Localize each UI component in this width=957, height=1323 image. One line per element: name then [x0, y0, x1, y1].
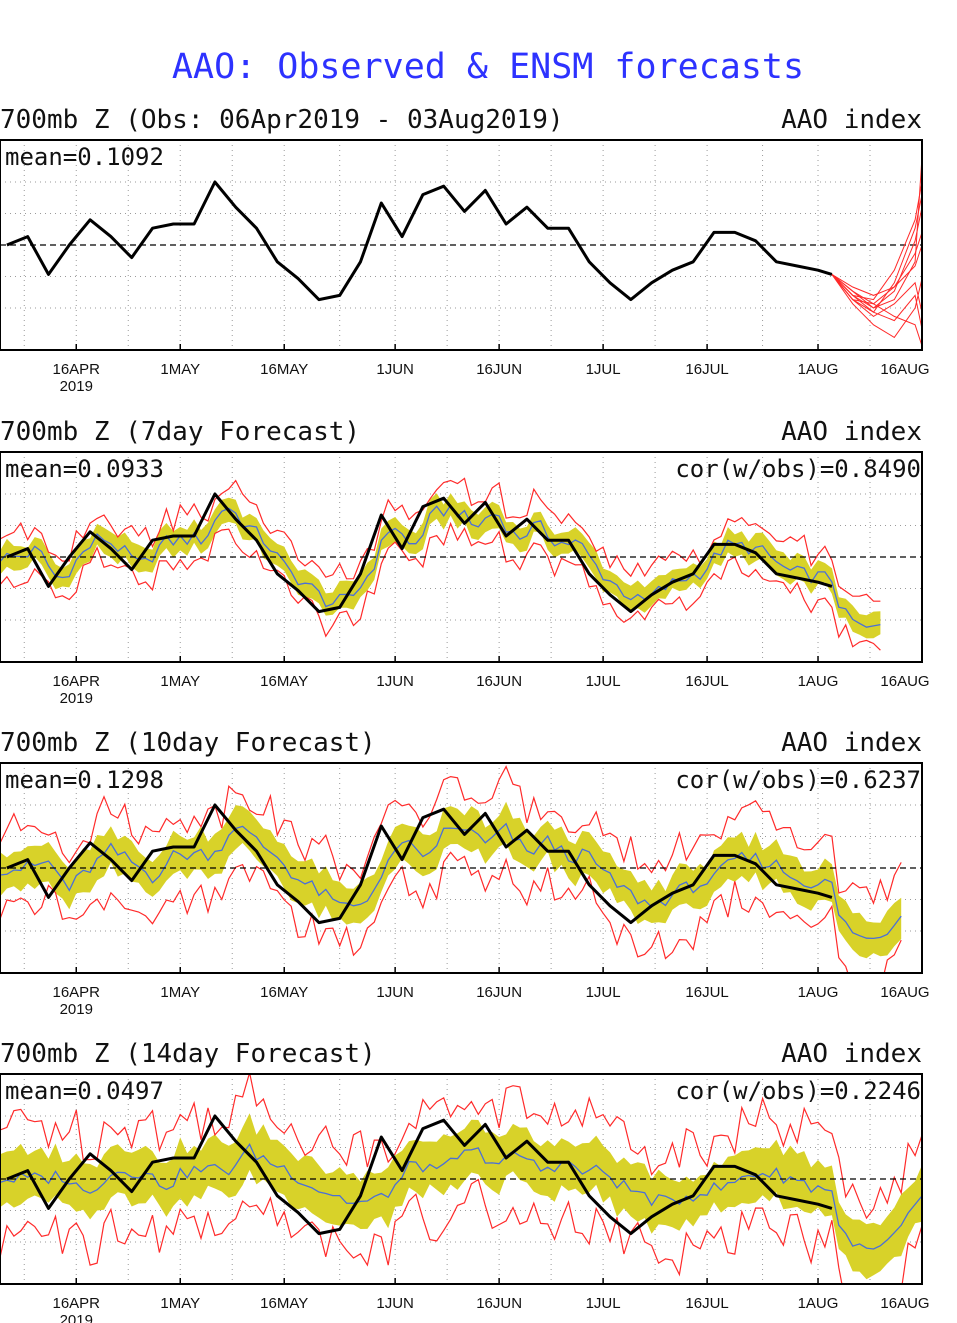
- observed-line: [6, 180, 833, 302]
- ensemble-member-line: [831, 232, 922, 296]
- x-tick-label: 16APR: [52, 673, 100, 690]
- observed-line: [6, 492, 833, 614]
- x-tick-label: 16AUG: [880, 673, 929, 690]
- x-tick-label: 16JUL: [685, 1295, 728, 1312]
- x-tick-label: 16MAY: [260, 1295, 308, 1312]
- ensemble-mean-line: [0, 1142, 922, 1250]
- x-tick-label: 1MAY: [160, 361, 200, 378]
- mean-label: mean=0.0933: [5, 455, 164, 483]
- x-tick-label: 16APR: [52, 1295, 100, 1312]
- x-tick-label: 1JUL: [586, 1295, 621, 1312]
- ensemble-member-line: [831, 274, 922, 330]
- x-tick-label: 1JUN: [376, 361, 414, 378]
- x-tick-label: 1MAY: [160, 673, 200, 690]
- plot-area: [0, 763, 922, 973]
- x-tick-label: 1MAY: [160, 1295, 200, 1312]
- panel-3: 700mb Z (10day Forecast) AAO index mean=0.…: [0, 728, 930, 1018]
- x-tick-label: 16JUL: [685, 984, 728, 1001]
- x-tick-label: 16MAY: [260, 984, 308, 1001]
- plot-frame: [0, 762, 923, 974]
- panel-title: 700mb Z (10day Forecast): [0, 728, 376, 758]
- lower-bound-line: [0, 1178, 922, 1284]
- x-tick-label: 16JUL: [685, 361, 728, 378]
- mean-label: mean=0.0497: [5, 1077, 164, 1105]
- x-tick-label: 16JUN: [476, 1295, 522, 1312]
- lower-bound-line: [0, 851, 902, 973]
- index-label: AAO index: [781, 728, 922, 758]
- x-tick-label: 16JUN: [476, 673, 522, 690]
- mean-label: mean=0.1092: [5, 143, 164, 171]
- x-tick-label: 16JUN: [476, 361, 522, 378]
- x-tick-label: 16JUL: [685, 673, 728, 690]
- x-tick-label: 1AUG: [798, 984, 839, 1001]
- x-tick-label: 16APR: [52, 984, 100, 1001]
- panel-title: 700mb Z (Obs: 06Apr2019 - 03Aug2019): [0, 105, 564, 135]
- x-tick-label: 1JUN: [376, 984, 414, 1001]
- plot-frame: [0, 451, 923, 663]
- ensemble-member-line: [831, 181, 922, 301]
- x-tick-label: 1JUL: [586, 984, 621, 1001]
- x-year-label: 2019: [60, 1001, 93, 1018]
- x-tick-label: 1JUN: [376, 673, 414, 690]
- index-label: AAO index: [781, 105, 922, 135]
- plot-area: [0, 140, 922, 350]
- x-tick-label: 16AUG: [880, 984, 929, 1001]
- correlation-label: cor(w/obs)=0.2246: [675, 1077, 921, 1105]
- ensemble-member-line: [831, 207, 922, 309]
- x-tick-label: 1JUN: [376, 1295, 414, 1312]
- x-year-label: 2019: [60, 690, 93, 707]
- spread-band: [0, 1113, 922, 1280]
- panel-title: 700mb Z (7day Forecast): [0, 417, 360, 447]
- upper-bound-line: [0, 1074, 922, 1220]
- plot-area: [0, 1074, 922, 1284]
- panel-1: 700mb Z (Obs: 06Apr2019 - 03Aug2019) AAO …: [0, 105, 930, 395]
- panel-2: 700mb Z (7day Forecast) AAO index mean=0.0…: [0, 417, 930, 707]
- x-tick-label: 16AUG: [880, 1295, 929, 1312]
- correlation-label: cor(w/obs)=0.8490: [675, 455, 921, 483]
- plot-area: [0, 452, 922, 662]
- plot-frame: [0, 1073, 923, 1285]
- page-title: AAO: Observed & ENSM forecasts: [172, 47, 804, 87]
- ensemble-mean-line: [0, 822, 902, 940]
- x-tick-label: 1AUG: [798, 1295, 839, 1312]
- x-year-label: 2019: [60, 378, 93, 395]
- ensemble-member-line: [831, 244, 922, 305]
- x-tick-label: 1AUG: [798, 673, 839, 690]
- x-tick-label: 16APR: [52, 361, 100, 378]
- panel-4: 700mb Z (14day Forecast) AAO index mean=0.…: [0, 1039, 930, 1323]
- x-tick-label: 1JUL: [586, 361, 621, 378]
- x-tick-label: 1JUL: [586, 673, 621, 690]
- x-tick-label: 16MAY: [260, 361, 308, 378]
- lower-bound-line: [0, 521, 881, 651]
- correlation-label: cor(w/obs)=0.6237: [675, 766, 921, 794]
- x-tick-label: 1AUG: [798, 361, 839, 378]
- x-tick-label: 16MAY: [260, 673, 308, 690]
- index-label: AAO index: [781, 1039, 922, 1069]
- observed-line: [6, 1114, 833, 1236]
- x-tick-label: 16AUG: [880, 361, 929, 378]
- spread-band: [0, 493, 881, 639]
- plot-frame: [0, 139, 923, 351]
- mean-label: mean=0.1298: [5, 766, 164, 794]
- x-tick-label: 16JUN: [476, 984, 522, 1001]
- observed-line: [6, 803, 833, 925]
- upper-bound-line: [0, 477, 881, 602]
- x-year-label: 2019: [60, 1312, 93, 1323]
- index-label: AAO index: [781, 417, 922, 447]
- panel-title: 700mb Z (14day Forecast): [0, 1039, 376, 1069]
- upper-bound-line: [0, 765, 902, 905]
- x-tick-label: 1MAY: [160, 984, 200, 1001]
- spread-band: [0, 801, 902, 959]
